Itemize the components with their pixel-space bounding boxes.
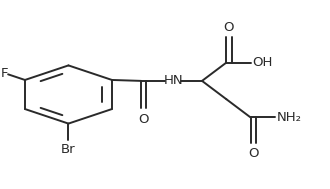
- Text: O: O: [224, 21, 234, 33]
- Text: Br: Br: [61, 143, 76, 156]
- Text: F: F: [0, 67, 8, 80]
- Text: HN: HN: [164, 74, 183, 87]
- Text: NH₂: NH₂: [277, 111, 302, 124]
- Text: O: O: [139, 113, 149, 126]
- Text: OH: OH: [252, 56, 273, 69]
- Text: O: O: [248, 146, 258, 160]
